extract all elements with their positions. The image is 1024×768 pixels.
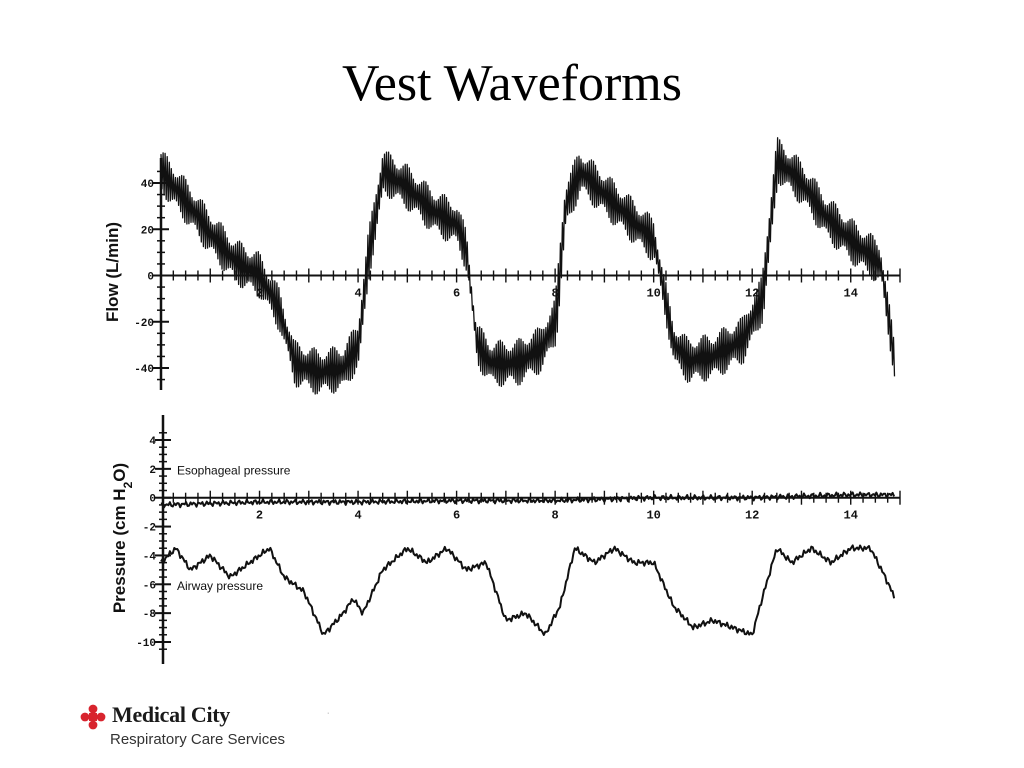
y-tick-label: -10: [136, 638, 156, 650]
x-tick-label: 6: [453, 509, 460, 523]
flow-waveform-line: [160, 137, 896, 395]
x-tick-label: 12: [745, 287, 759, 301]
y-tick-label: -8: [143, 609, 157, 621]
y-tick-label: 0: [149, 494, 156, 506]
slide-title: Vest Waveforms: [341, 55, 682, 112]
x-tick-label: 14: [844, 509, 858, 523]
brand-name: Medical City: [112, 702, 230, 727]
y-tick-label: 20: [141, 225, 154, 237]
pressure-chart: 4 2 0 -2 -4 -6 -8 -10 2 4 6 8 10 12 14 Pressure (cm H2O…: [110, 415, 901, 664]
medical-cross-icon: [80, 704, 106, 730]
x-tick-label: 2: [256, 509, 263, 523]
airway-pressure-label: Airway pressure: [177, 579, 263, 593]
x-tick-label: 14: [844, 287, 858, 301]
y-axis-title: Pressure (cm H2O): [110, 463, 135, 613]
x-tick-label: 4: [354, 287, 361, 301]
x-tick-label: 6: [453, 287, 460, 301]
x-tick-label: 12: [745, 509, 759, 523]
airway-pressure-line: [160, 544, 896, 636]
y-tick-label: -20: [134, 318, 154, 330]
y-tick-label: -6: [143, 580, 156, 592]
y-tick-label: -4: [143, 551, 157, 563]
x-tick-label: 8: [552, 509, 559, 523]
y-tick-label: 4: [149, 436, 156, 448]
y-tick-label: 0: [147, 272, 154, 284]
x-tick-label: 8: [552, 287, 559, 301]
y-tick-label: -2: [143, 523, 156, 535]
brand-subtitle: Respiratory Care Services: [110, 731, 286, 748]
y-axis-title: Flow (L/min): [103, 222, 122, 322]
esophageal-pressure-label: Esophageal pressure: [177, 464, 291, 478]
x-tick-label: 10: [646, 509, 660, 523]
y-tick-label: 2: [149, 465, 156, 477]
x-tick-label: 10: [646, 287, 660, 301]
y-tick-label: 40: [141, 179, 154, 191]
brand-trademark: ·: [327, 710, 330, 717]
x-tick-label: 4: [354, 509, 361, 523]
y-tick-label: -40: [134, 364, 154, 376]
esophageal-pressure-line: [160, 491, 896, 509]
